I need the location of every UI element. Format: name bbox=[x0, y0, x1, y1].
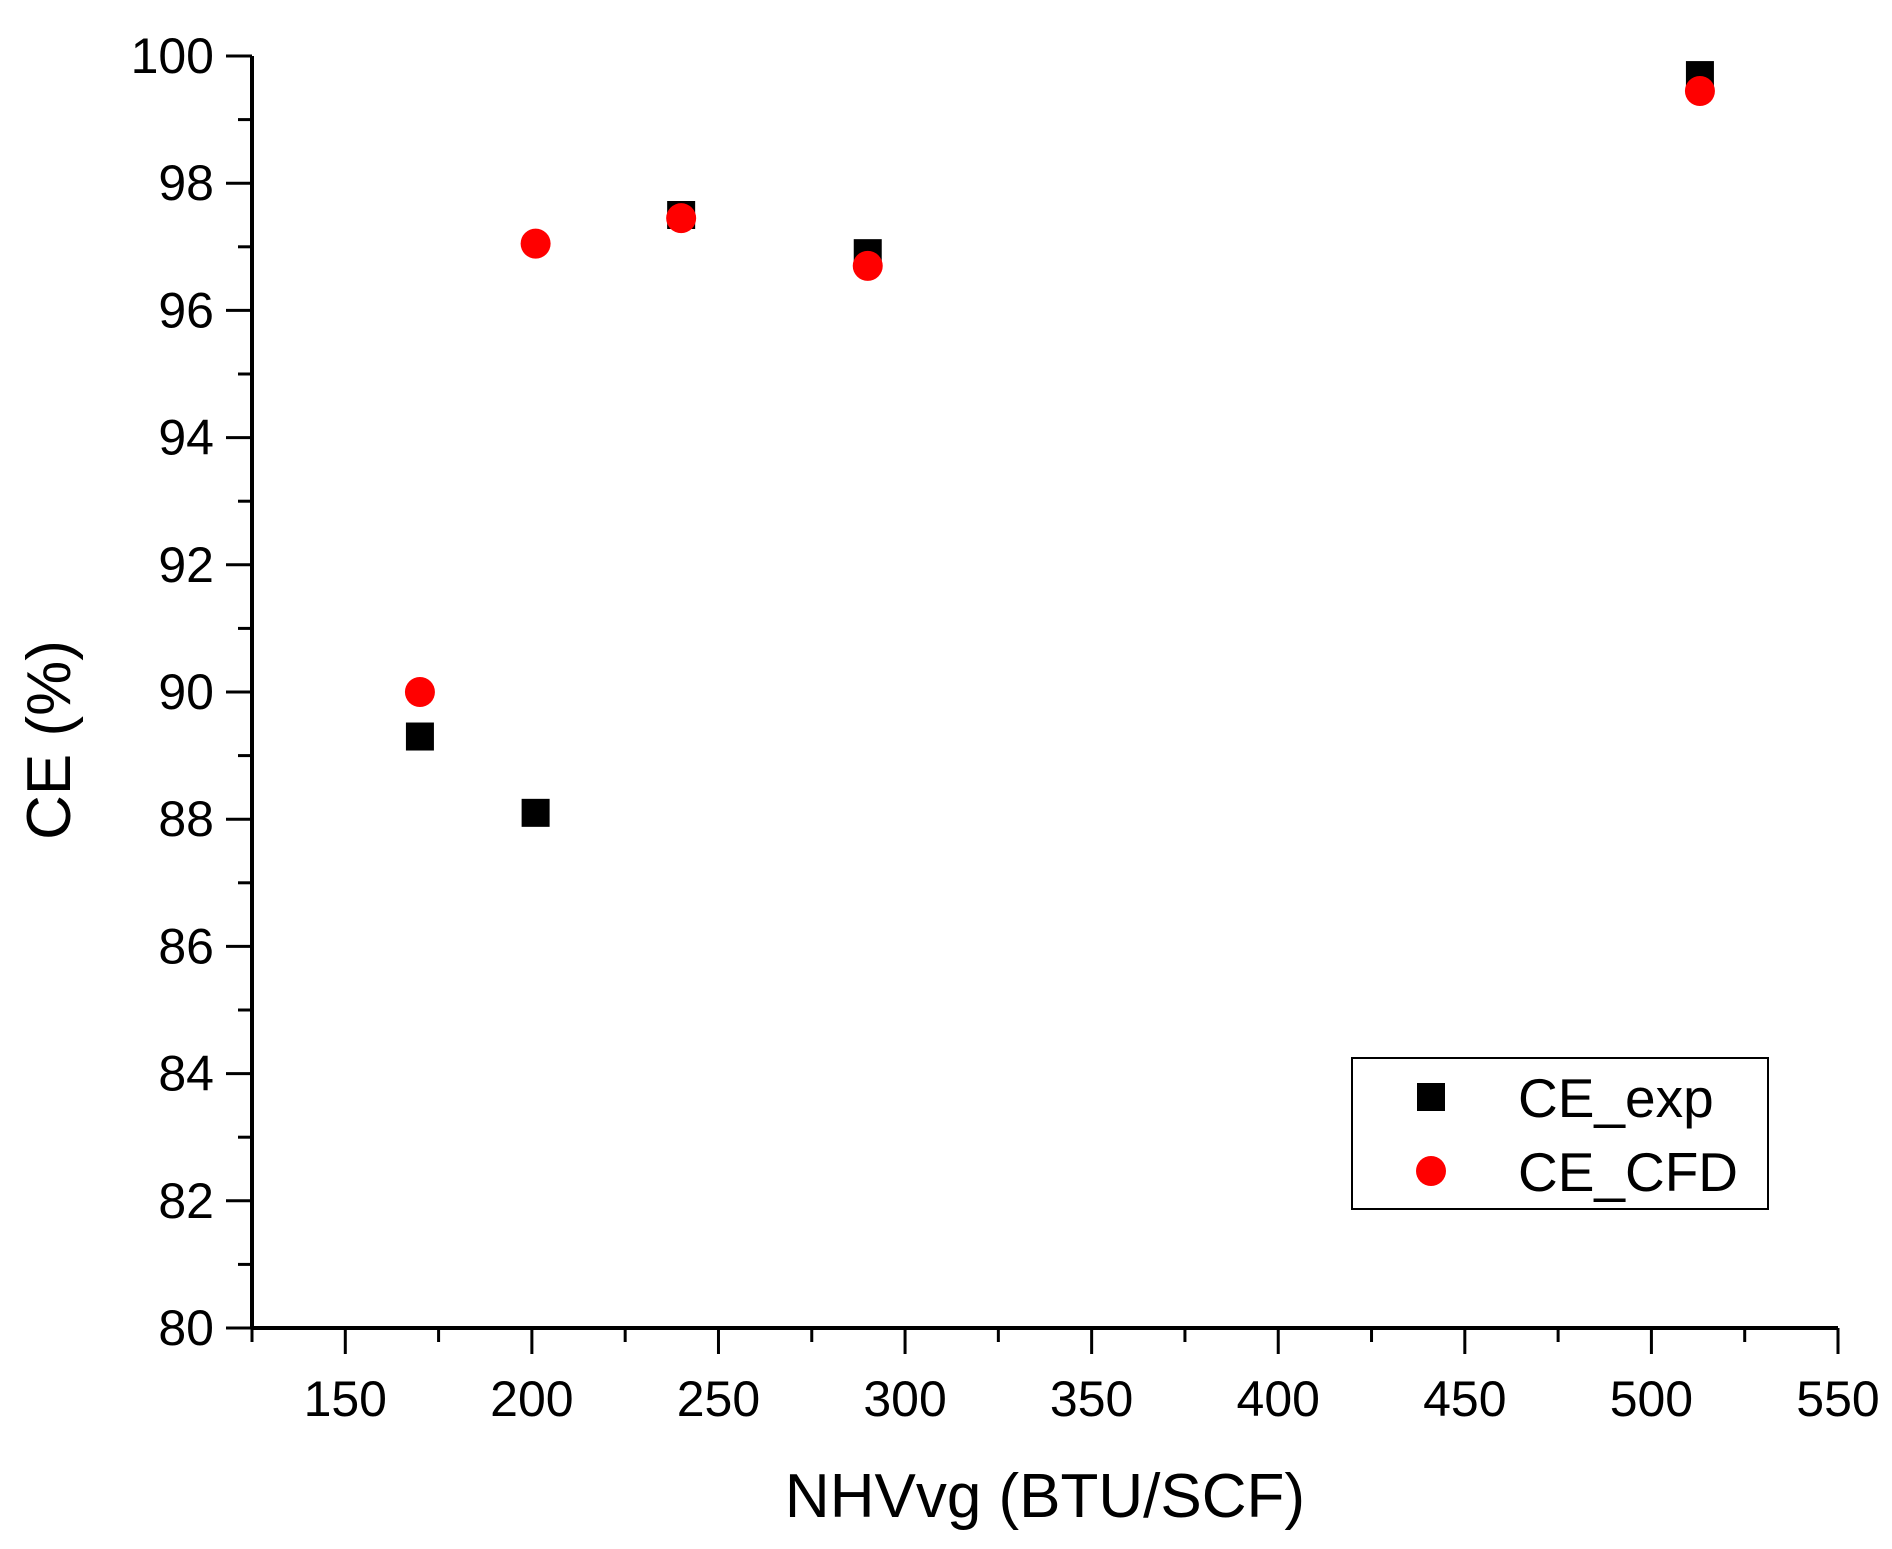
y-axis-title: CE (%) bbox=[15, 640, 84, 840]
legend-label-ce-exp: CE_exp bbox=[1518, 1067, 1714, 1129]
y-tick-label: 86 bbox=[158, 918, 214, 974]
x-tick-label: 150 bbox=[304, 1371, 387, 1427]
y-tick-label: 98 bbox=[158, 155, 214, 211]
x-tick-label: 400 bbox=[1237, 1371, 1320, 1427]
tick-labels: 80 82 84 86 88 90 92 94 96 98 100 150 200 250 300 350 40… bbox=[131, 28, 1880, 1427]
point-ce-cfd bbox=[404, 677, 435, 707]
legend-marker-ce-exp bbox=[1417, 1083, 1445, 1111]
point-ce-cfd bbox=[666, 203, 697, 234]
point-ce-cfd bbox=[520, 228, 551, 259]
legend: CE_exp CE_CFD bbox=[1351, 1057, 1769, 1210]
x-tick-label: 450 bbox=[1423, 1371, 1506, 1427]
point-ce-cfd bbox=[852, 250, 883, 281]
data-points bbox=[404, 61, 1715, 827]
y-tick-label: 92 bbox=[158, 537, 214, 593]
point-ce-cfd bbox=[1684, 75, 1715, 106]
y-tick-label: 80 bbox=[158, 1300, 214, 1356]
x-tick-label: 300 bbox=[863, 1371, 946, 1427]
x-axis-title: NHVvg (BTU/SCF) bbox=[785, 1462, 1305, 1531]
y-tick-label: 100 bbox=[131, 28, 214, 84]
y-tick-label: 96 bbox=[158, 282, 214, 338]
y-tick-label: 90 bbox=[158, 664, 214, 720]
y-tick-label: 94 bbox=[158, 410, 214, 466]
point-ce-exp bbox=[405, 722, 434, 751]
point-ce-exp bbox=[521, 798, 550, 827]
x-tick-label: 200 bbox=[490, 1371, 573, 1427]
y-tick-label: 84 bbox=[158, 1046, 214, 1102]
y-tick-label: 88 bbox=[158, 791, 214, 847]
legend-label-ce-cfd: CE_CFD bbox=[1518, 1141, 1738, 1203]
x-tick-label: 250 bbox=[677, 1371, 760, 1427]
y-tick-label: 82 bbox=[158, 1173, 214, 1229]
ticks bbox=[226, 54, 1840, 1354]
x-tick-label: 550 bbox=[1796, 1371, 1879, 1427]
legend-marker-ce-cfd bbox=[1416, 1156, 1446, 1186]
x-tick-label: 350 bbox=[1050, 1371, 1133, 1427]
x-tick-label: 500 bbox=[1610, 1371, 1693, 1427]
